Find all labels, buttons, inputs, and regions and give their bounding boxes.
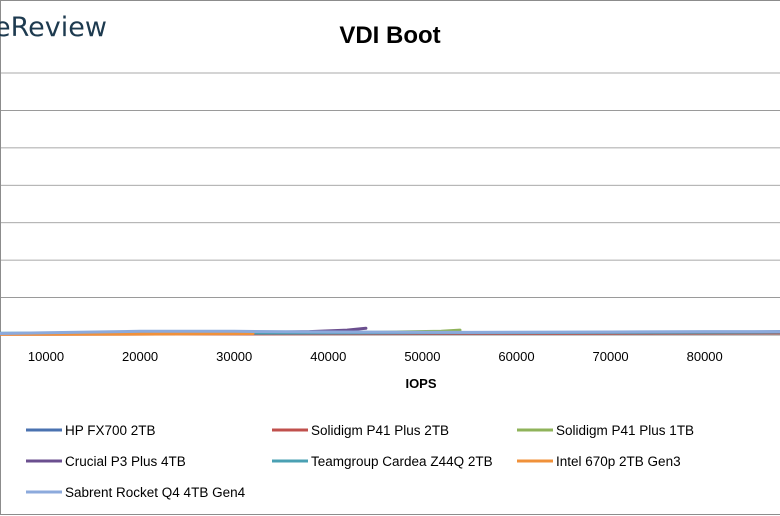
x-tick-label: 60000 [498,349,534,364]
series-line-6 [0,332,255,336]
series-line-7 [0,329,780,335]
legend-label-6: Intel 670p 2TB Gen3 [556,454,681,469]
legend-label-1: HP FX700 2TB [65,423,156,438]
series-lines [0,326,780,336]
legend-label-4: Crucial P3 Plus 4TB [65,454,186,469]
x-tick-label: 50000 [404,349,440,364]
x-tick-label: 30000 [216,349,252,364]
legend-label-7: Sabrent Rocket Q4 4TB Gen4 [65,485,246,500]
x-tick-label: 80000 [687,349,723,364]
legend-label-5: Teamgroup Cardea Z44Q 2TB [311,454,493,469]
x-tick-label: 20000 [122,349,158,364]
legend-label-3: Solidigm P41 Plus 1TB [556,423,694,438]
legend: HP FX700 2TB Solidigm P41 Plus 2TB Solidig… [26,423,694,500]
x-tick-label: 10000 [28,349,64,364]
x-tick-labels: 10000 20000 30000 40000 50000 60000 70000 80000… [28,349,723,364]
legend-label-2: Solidigm P41 Plus 2TB [311,423,449,438]
brand-logo-text: eReview [0,12,107,43]
x-tick-label: 70000 [593,349,629,364]
gridlines [0,72,780,298]
x-axis-label: IOPS [405,376,436,391]
chart-title: VDI Boot [339,22,440,49]
x-tick-label: 40000 [310,349,346,364]
